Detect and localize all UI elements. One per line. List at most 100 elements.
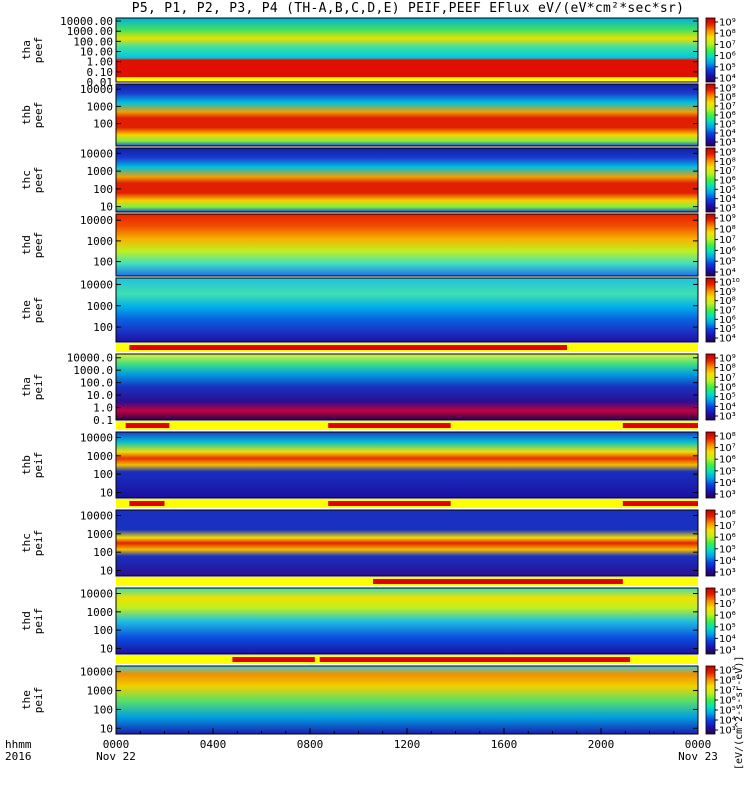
colorbar-tick-label: 10³ <box>719 204 736 215</box>
panel-the-peif: 10000 1000 100 10 the peif 10⁹10⁸10⁷10⁶10⁵10⁴1… <box>20 665 736 737</box>
y-tick-label: 0.10 <box>87 66 114 79</box>
y-tick-label: 0.01 <box>87 76 114 89</box>
y-tick-label: 100 <box>93 703 113 716</box>
y-label-type: peef <box>32 232 45 259</box>
y-tick-label: 100 <box>93 118 113 131</box>
colorbar-thb-peef <box>705 83 716 147</box>
colorbar-tick-label: 10⁴ <box>719 716 736 727</box>
colorbar-tick-label: 10⁵ <box>719 622 736 633</box>
colorbar-the-peef <box>705 277 716 343</box>
y-tick-label: 1000 <box>87 685 114 698</box>
colorbar-tick-label: 10⁵ <box>719 324 736 335</box>
panel-frame <box>115 277 699 343</box>
spectrogram-tha-peef <box>116 18 698 82</box>
colorbar-tick-label: 10⁶ <box>719 176 736 187</box>
y-tick-label: 10000 <box>80 588 113 601</box>
y-tick-label: 10.0 <box>87 389 114 402</box>
spectrogram-tha-peif <box>116 354 698 420</box>
panel-frame <box>115 213 699 277</box>
y-label-type: peif <box>32 530 45 557</box>
y-tick-label: 1000 <box>87 300 114 313</box>
colorbar-tick-label: 10⁶ <box>719 611 736 622</box>
colorbar-tha-peif <box>705 353 716 421</box>
y-tick-label: 1000.0 <box>73 364 113 377</box>
colorbar-tick-label: 10⁷ <box>719 102 736 113</box>
colorbar-tick-label: 10³ <box>719 726 736 737</box>
colorbar-tick-label: 10⁷ <box>719 686 736 697</box>
y-tick-label: 10000.0 <box>67 352 113 365</box>
time-tick-label: 0000 <box>685 738 712 751</box>
time-row-label-1: hhmm <box>5 738 32 751</box>
y-tick-label: 0.1 <box>93 414 113 427</box>
y-tick-label: 100 <box>93 624 113 637</box>
colorbar-tick-label: 10⁴ <box>719 268 736 279</box>
y-tick-label: 10 <box>100 642 113 655</box>
y-tick-label: 100 <box>93 321 113 334</box>
time-tick-label: 0800 <box>297 738 324 751</box>
y-label-type: peif <box>32 608 45 635</box>
y-tick-label: 100 <box>93 256 113 269</box>
colorbar-tick-label: 10⁸ <box>719 29 736 40</box>
y-tick-label: 10 <box>100 564 113 577</box>
colorbar-tick-label: 10⁵ <box>719 544 736 555</box>
spectrogram-thc-peif <box>116 510 698 576</box>
y-tick-label: 10 <box>100 201 113 214</box>
time-tick-label: 0000 <box>103 738 130 751</box>
panel-frame <box>115 17 699 83</box>
y-tick-label: 10000 <box>80 147 113 160</box>
y-tick-label: 1000 <box>87 235 114 248</box>
colorbar-tick-label: 10⁹ <box>719 666 736 677</box>
colorbar-tick-label: 10⁸ <box>719 510 736 521</box>
flag-segment <box>622 501 698 506</box>
colorbar-thd-peef <box>705 213 716 277</box>
y-tick-label: 100 <box>93 546 113 559</box>
panel-frame <box>115 431 699 499</box>
colorbar-tick-label: 10⁸ <box>719 363 736 374</box>
colorbar-tick-label: 10⁸ <box>719 676 736 687</box>
panel-frame <box>115 83 699 147</box>
flag-segment <box>319 657 631 662</box>
colorbar-tick-label: 10⁷ <box>719 599 736 610</box>
colorbar-tick-label: 10⁵ <box>719 706 736 717</box>
panel-thc-peef: 10000 1000 100 10 thc peef 10⁹10⁸10⁷10⁶10⁵10⁴1… <box>20 147 736 214</box>
colorbar-thc-peif <box>705 509 716 577</box>
y-label-probe: the <box>20 690 33 710</box>
y-tick-label: 1000 <box>87 606 114 619</box>
colorbar-tick-label: 10⁸ <box>719 432 736 443</box>
colorbar-tick-label: 10⁹ <box>719 18 736 29</box>
figure-title: P5, P1, P2, P3, P4 (TH-A,B,C,D,E) PEIF,P… <box>131 1 685 16</box>
panel-frame <box>115 147 699 213</box>
colorbar-thd-peif <box>705 587 716 655</box>
spectrogram-thb-peef <box>116 84 698 146</box>
spectrogram-thd-peef <box>116 214 698 276</box>
y-label-type: peif <box>32 687 45 714</box>
panel-the-peef: 10000 1000 100 the peef 10¹⁰10⁹10⁸10⁷10⁶10⁵10… <box>20 277 740 352</box>
colorbar-tick-label: 10⁷ <box>719 235 736 246</box>
colorbar-tick-label: 10⁵ <box>719 392 736 403</box>
time-tick-label: 0400 <box>200 738 227 751</box>
spectrogram-the-peef <box>116 278 698 342</box>
colorbar-the-peif <box>705 665 716 735</box>
colorbar-tick-label: 10⁷ <box>719 166 736 177</box>
flag-segment <box>129 345 568 350</box>
y-label-type: peef <box>32 297 45 324</box>
y-tick-label: 1000 <box>87 100 114 113</box>
y-label-type: peef <box>32 167 45 194</box>
y-label-type: peif <box>32 374 45 401</box>
y-tick-label: 1000 <box>87 528 114 541</box>
time-tick-date: Nov 22 <box>96 750 136 763</box>
colorbar-tick-label: 10⁶ <box>719 383 736 394</box>
colorbar-tick-label: 10⁴ <box>719 74 736 85</box>
colorbar-tick-label: 10³ <box>719 138 736 149</box>
y-label-probe: thb <box>20 105 33 125</box>
colorbar-tick-label: 10³ <box>719 490 736 501</box>
flag-segment <box>328 423 451 428</box>
y-label-probe: thc <box>20 170 33 190</box>
colorbar-tick-label: 10⁸ <box>719 93 736 104</box>
colorbar-thb-peif <box>705 431 716 499</box>
y-label-probe: the <box>20 300 33 320</box>
time-tick-date: Nov 23 <box>678 750 718 763</box>
colorbar-tha-peef <box>705 17 716 83</box>
